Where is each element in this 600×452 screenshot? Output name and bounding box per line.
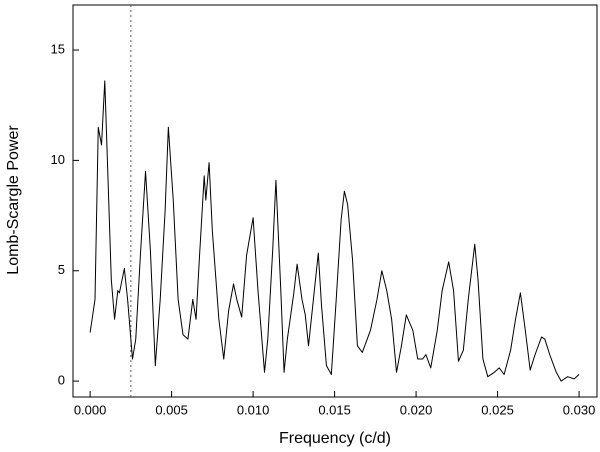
y-tick-label: 0 [58, 373, 65, 388]
x-tick-label: 0.010 [237, 402, 270, 417]
x-tick-label: 0.015 [318, 402, 351, 417]
x-tick-label: 0.020 [400, 402, 433, 417]
x-tick-label: 0.025 [481, 402, 514, 417]
y-tick-label: 5 [58, 262, 65, 277]
x-tick-label: 0.005 [155, 402, 188, 417]
x-tick-label: 0.000 [74, 402, 107, 417]
plot-frame [72, 4, 598, 398]
x-axis-title: Frequency (c/d) [279, 430, 391, 447]
y-tick-label: 15 [51, 41, 65, 56]
y-axis-title: Lomb-Scargle Power [5, 125, 22, 275]
data-line [89, 80, 580, 382]
x-tick-label: 0.030 [563, 402, 596, 417]
y-tick-label: 10 [51, 152, 65, 167]
